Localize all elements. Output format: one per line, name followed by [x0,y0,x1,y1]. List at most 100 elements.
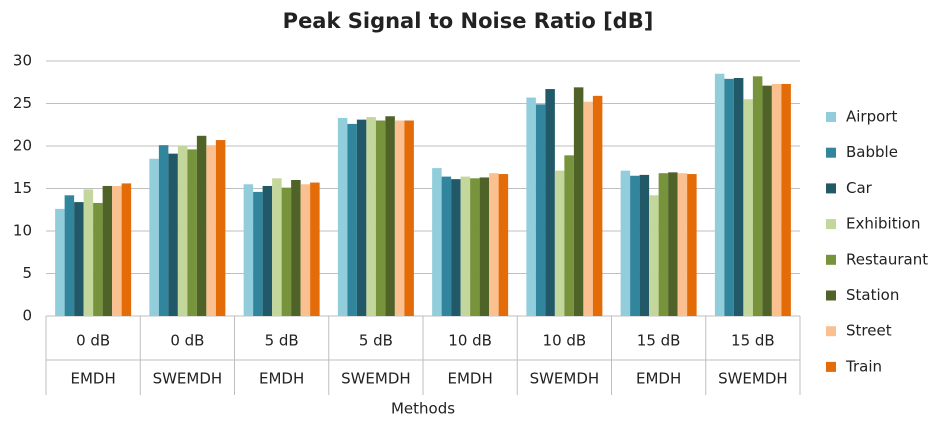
bar [733,78,744,316]
bar [366,117,376,316]
bar [441,176,452,316]
y-tick-label: 30 [13,52,32,70]
bar [743,99,753,316]
bar [451,179,461,316]
bar [535,104,546,316]
x-group-label: EMDH [636,370,681,388]
bar [196,135,207,316]
bar [724,78,734,316]
legend-swatch [826,112,836,122]
bar [564,155,574,316]
legend-label: Exhibition [846,215,920,233]
x-group-label: SWEMDH [153,370,223,388]
bar [554,170,565,316]
bar [187,149,197,316]
x-group-label: SWEMDH [341,370,411,388]
bar [310,182,320,316]
legend-label: Airport [846,108,897,126]
bar [243,184,254,316]
bar [404,120,414,316]
bar [253,191,263,316]
bar [526,97,536,316]
y-tick-label: 10 [13,222,32,240]
bar [545,89,555,316]
bar [394,120,405,316]
legend-swatch [826,219,836,230]
bar [262,185,273,316]
bar [337,117,348,316]
legend-swatch [826,254,836,265]
bar [206,145,216,316]
bar [432,168,442,316]
x-group-label: EMDH [71,370,116,388]
x-tick-label: 0 dB [76,332,110,350]
bar [93,202,103,316]
x-axis-title: Methods [391,400,455,418]
legend-label: Station [846,286,899,304]
y-tick-label: 0 [22,307,32,325]
bar [177,146,188,316]
legend-label: Train [845,357,882,375]
bar [668,172,678,316]
bar [215,140,226,316]
bar [762,85,772,317]
bar [752,76,763,316]
legend-swatch [826,147,836,158]
x-group-label: SWEMDH [530,370,600,388]
bar [272,178,282,316]
bar [102,185,113,316]
bar [649,195,659,316]
chart-title: Peak Signal to Noise Ratio [dB] [283,9,654,33]
bar [300,184,311,316]
bar [55,208,65,316]
bar [714,73,725,316]
x-tick-label: 5 dB [265,332,299,350]
x-tick-label: 15 dB [731,332,775,350]
bar [291,180,301,316]
bar [479,177,490,316]
bar [630,175,640,316]
bar [583,101,593,316]
bar [489,173,499,316]
x-tick-label: 15 dB [637,332,681,350]
legend-swatch [826,183,836,194]
bar [281,187,292,316]
bar [771,83,782,316]
x-group-label: EMDH [259,370,304,388]
legend-swatch [826,326,836,337]
bar [158,145,169,316]
bar [781,83,791,316]
y-tick-label: 25 [13,94,32,112]
legend-label: Restaurant [846,250,928,268]
bar [375,120,386,316]
bar [592,95,603,316]
bar [74,202,84,316]
bar [460,176,471,316]
bar [677,173,688,316]
legend-label: Car [846,179,873,197]
bar [83,189,94,316]
x-tick-label: 10 dB [448,332,492,350]
x-tick-label: 10 dB [543,332,587,350]
y-tick-label: 5 [22,264,32,282]
bar [470,178,480,316]
legend-swatch [826,361,836,372]
bar [620,170,631,316]
bar [687,174,697,316]
y-tick-label: 15 [13,179,32,197]
x-group-label: EMDH [448,370,493,388]
legend-label: Babble [846,143,898,161]
x-tick-label: 0 dB [170,332,204,350]
bar [639,174,650,316]
bar [347,123,357,317]
y-tick-label: 20 [13,137,32,155]
bar [64,195,75,316]
bar [498,174,509,316]
bar [121,183,132,316]
bar [385,116,395,316]
bar [149,158,159,316]
bar [356,119,367,317]
bar [573,87,584,316]
bar [112,185,122,316]
